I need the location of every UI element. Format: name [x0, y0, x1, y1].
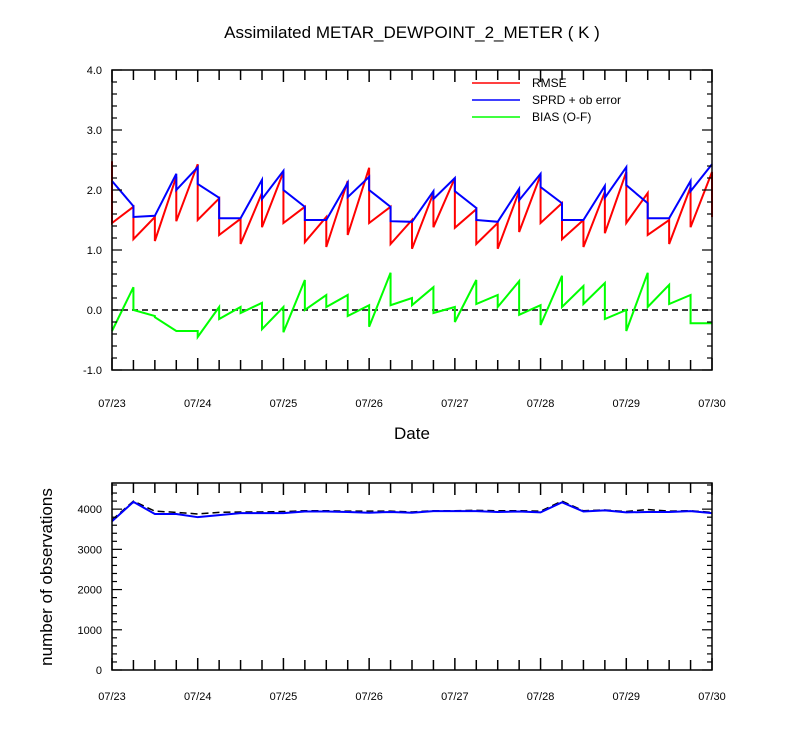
chart-title: Assimilated METAR_DEWPOINT_2_METER ( K )	[224, 23, 600, 42]
x-tick-label: 07/23	[98, 691, 126, 703]
x-tick-label: 07/30	[698, 691, 726, 703]
y-tick-label: 4000	[78, 504, 102, 516]
y-tick-label: 1000	[78, 625, 102, 637]
x-tick-label: 07/27	[441, 398, 469, 410]
x-tick-label: 07/29	[613, 398, 641, 410]
y-tick-label: 1.0	[87, 245, 102, 257]
x-axis-label: Date	[394, 424, 430, 443]
y-tick-label: 2.0	[87, 185, 102, 197]
legend-label-bias-o-f: BIAS (O-F)	[532, 110, 591, 124]
x-tick-label: 07/25	[270, 691, 298, 703]
x-tick-label: 07/23	[98, 398, 126, 410]
series-line-observations-assimilated	[111, 500, 713, 522]
y-tick-label: 2000	[78, 585, 102, 597]
y-tick-label: 3000	[78, 544, 102, 556]
y-tick-label: 0	[96, 665, 102, 677]
y-tick-label: -1.0	[83, 365, 102, 377]
y-axis-label-observations: number of observations	[37, 488, 56, 666]
x-tick-label: 07/26	[355, 691, 383, 703]
series-line-rmse	[111, 161, 713, 250]
x-tick-label: 07/30	[698, 398, 726, 410]
x-tick-label: 07/29	[613, 691, 641, 703]
y-tick-label: 4.0	[87, 65, 102, 77]
x-tick-label: 07/28	[527, 691, 555, 703]
series-line-bias-o-f	[111, 272, 712, 341]
series-line-sprd-ob-error	[111, 163, 713, 223]
rmse-bias-plot: -1.0 0.0 1.0 2.0 3.0 4.0 07/23 07/24 07/25 07/26 0…	[83, 65, 726, 410]
legend-label-rmse: RMSE	[532, 76, 567, 90]
x-tick-label: 07/24	[184, 691, 212, 703]
y-tick-label: 3.0	[87, 125, 102, 137]
x-tick-label: 07/26	[355, 398, 383, 410]
x-tick-label: 07/24	[184, 398, 212, 410]
x-tick-label: 07/28	[527, 398, 555, 410]
y-tick-label: 0.0	[87, 305, 102, 317]
legend-label-sprd-ob-error: SPRD + ob error	[532, 93, 621, 107]
observation-count-plot: 0 1000 2000 3000 4000 07/23 07/24 07/25 07/26 07/…	[78, 482, 726, 703]
x-tick-label: 07/27	[441, 691, 469, 703]
x-tick-label: 07/25	[270, 398, 298, 410]
